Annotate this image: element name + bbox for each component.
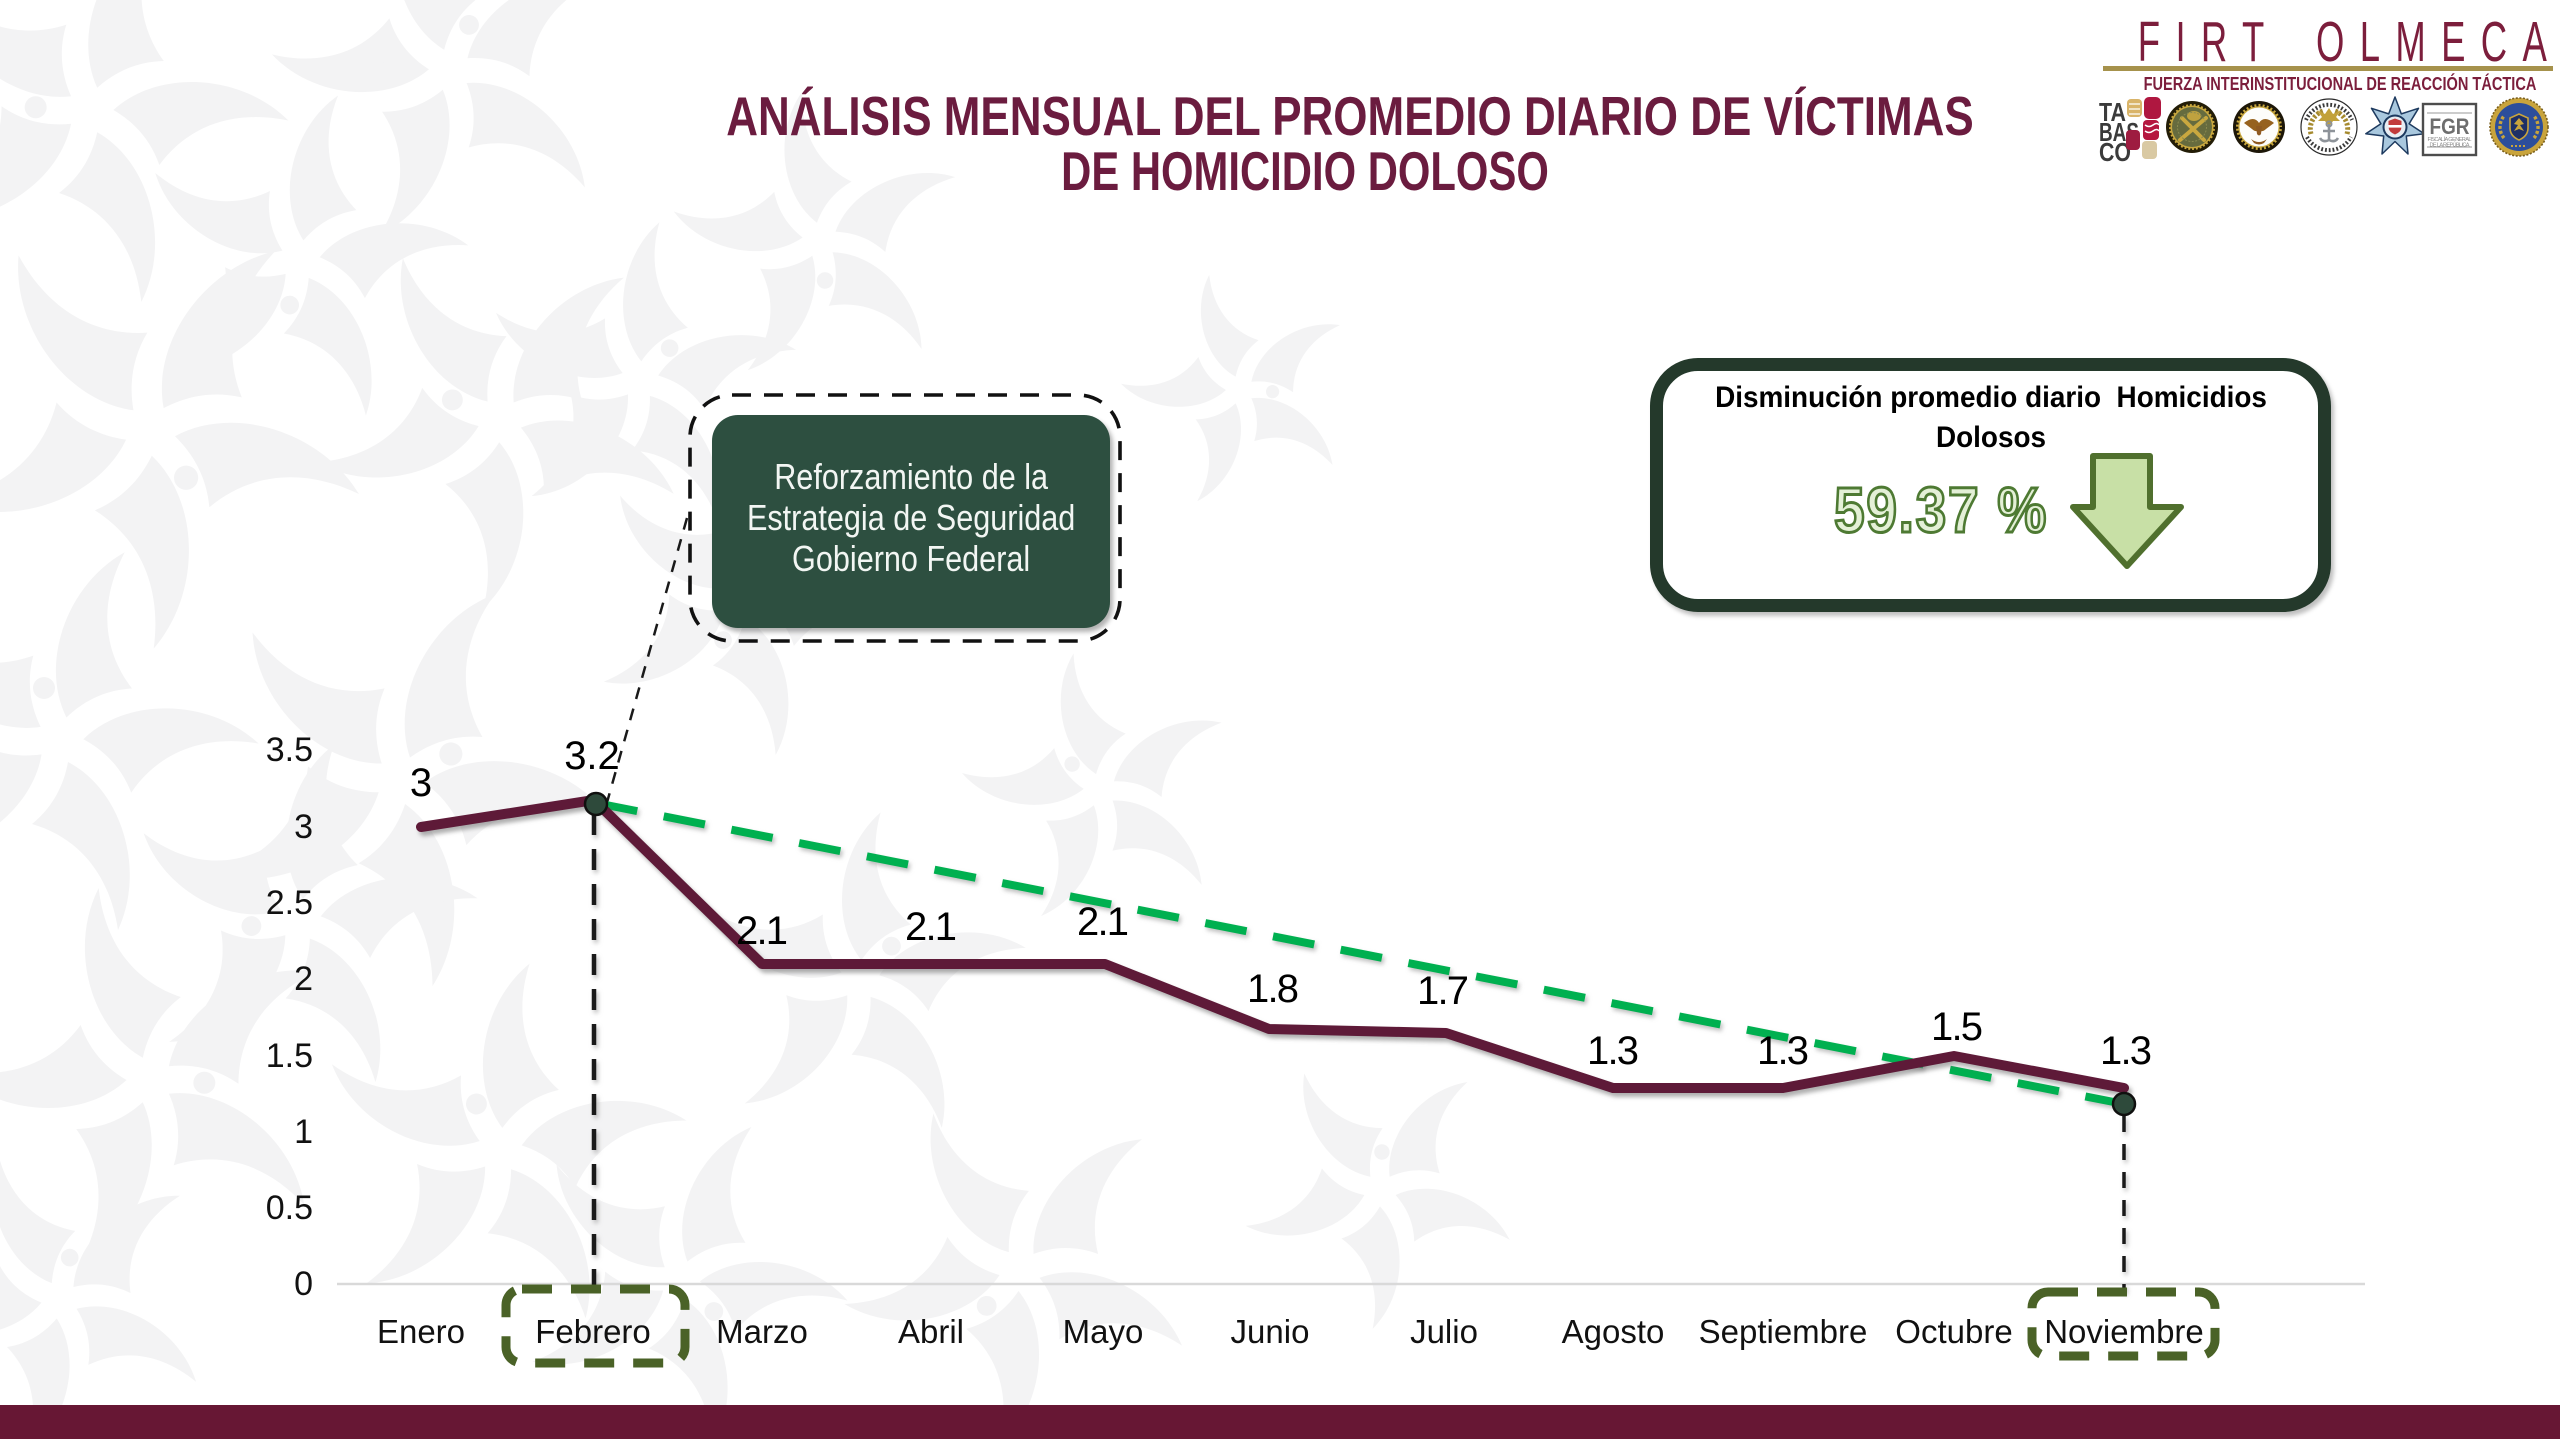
svg-text:3: 3 (410, 761, 432, 805)
svg-text:1.5: 1.5 (266, 1037, 313, 1075)
svg-text:Septiembre: Septiembre (1699, 1313, 1868, 1350)
svg-text:2.1: 2.1 (1077, 900, 1129, 944)
svg-text:Noviembre: Noviembre (2044, 1313, 2204, 1350)
svg-text:3: 3 (294, 808, 313, 846)
svg-text:2: 2 (294, 960, 313, 998)
svg-text:0.5: 0.5 (266, 1189, 313, 1227)
svg-text:1.8: 1.8 (1247, 967, 1299, 1011)
svg-text:0: 0 (294, 1265, 313, 1303)
svg-text:Junio: Junio (1231, 1313, 1310, 1350)
svg-text:Abril: Abril (898, 1313, 964, 1350)
svg-text:Octubre: Octubre (1895, 1313, 2012, 1350)
svg-text:FGR: FGR (2430, 114, 2470, 139)
svg-text:Julio: Julio (1410, 1313, 1478, 1350)
svg-text:1.5: 1.5 (1931, 1005, 1983, 1049)
svg-text:Enero: Enero (377, 1313, 465, 1350)
svg-text:2.1: 2.1 (905, 905, 957, 949)
svg-text:TA: TA (2099, 97, 2126, 127)
svg-text:FISCALÍA GENERAL: FISCALÍA GENERAL (2428, 136, 2472, 143)
svg-text:Marzo: Marzo (716, 1313, 808, 1350)
svg-text:Mayo: Mayo (1063, 1313, 1144, 1350)
svg-text:1.3: 1.3 (2100, 1029, 2152, 1073)
svg-text:1.3: 1.3 (1757, 1029, 1809, 1073)
svg-text:Febrero: Febrero (535, 1313, 651, 1350)
svg-text:1.3: 1.3 (1587, 1029, 1639, 1073)
svg-text:Agosto: Agosto (1562, 1313, 1665, 1350)
svg-text:DE LA REPÚBLICA: DE LA REPÚBLICA (2430, 142, 2470, 149)
svg-text:2.5: 2.5 (266, 884, 313, 922)
svg-text:CO: CO (2099, 137, 2131, 165)
svg-text:1: 1 (294, 1113, 313, 1151)
svg-text:2.1: 2.1 (736, 909, 788, 953)
svg-text:1.7: 1.7 (1417, 969, 1469, 1013)
svg-text:3.2: 3.2 (564, 734, 620, 778)
svg-text:3.5: 3.5 (266, 731, 313, 769)
